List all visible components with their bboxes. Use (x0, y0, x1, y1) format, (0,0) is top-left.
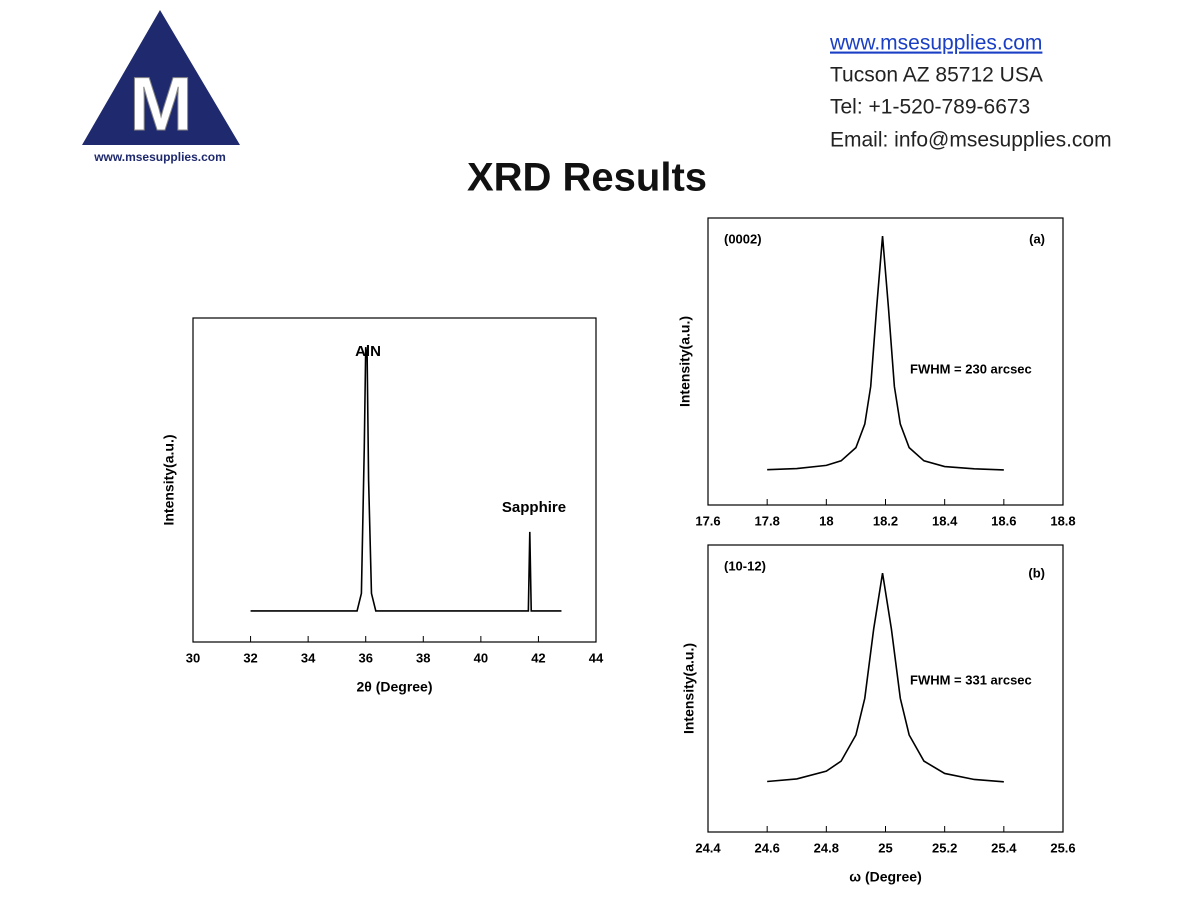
x-tick-label: 17.8 (755, 513, 780, 528)
y-axis-label: Intensity(a.u.) (161, 434, 177, 525)
logo-letter: M (129, 62, 192, 147)
x-tick-label: 25.6 (1050, 840, 1075, 855)
plot-frame (192, 317, 597, 643)
x-tick-label: 38 (416, 650, 430, 665)
x-tick-label: 18.8 (1050, 513, 1075, 528)
annotation: (10-12) (724, 558, 766, 573)
email: Email: info@msesupplies.com (830, 129, 1112, 152)
x-tick-label: 18.4 (932, 513, 958, 528)
x-tick-label: 32 (243, 650, 257, 665)
data-line (767, 573, 1004, 783)
x-tick-label: 40 (474, 650, 488, 665)
y-axis-label: Intensity(a.u.) (681, 643, 697, 734)
annotation: (b) (1028, 565, 1045, 580)
x-tick-label: 18.2 (873, 513, 898, 528)
data-line (767, 236, 1004, 471)
annotation: (a) (1029, 231, 1045, 246)
x-tick-label: 36 (358, 650, 372, 665)
annotation: (0002) (724, 231, 762, 246)
x-tick-label: 24.6 (755, 840, 780, 855)
x-tick-label: 25.4 (991, 840, 1017, 855)
website-link[interactable]: www.msesupplies.com (829, 32, 1042, 55)
annotation: FWHM = 331 arcsec (910, 672, 1032, 687)
phone: Tel: +1-520-789-6673 (830, 96, 1030, 119)
annotation: Sapphire (502, 499, 566, 516)
logo-url: www.msesupplies.com (93, 150, 226, 164)
logo-triangle (82, 10, 240, 145)
x-tick-label: 18.6 (991, 513, 1016, 528)
address: Tucson AZ 85712 USA (830, 64, 1043, 87)
annotation: AlN (355, 343, 381, 360)
x-tick-label: 25.2 (932, 840, 957, 855)
x-tick-label: 44 (589, 650, 604, 665)
x-tick-label: 24.8 (814, 840, 839, 855)
x-tick-label: 18 (819, 513, 833, 528)
x-tick-label: 24.4 (695, 840, 721, 855)
x-tick-label: 34 (301, 650, 316, 665)
x-tick-label: 42 (531, 650, 545, 665)
x-axis-label: 2θ (Degree) (356, 679, 432, 695)
annotation: FWHM = 230 arcsec (910, 361, 1032, 376)
x-axis-label: ω (Degree) (849, 869, 922, 885)
data-line (250, 347, 562, 612)
y-axis-label: Intensity(a.u.) (677, 316, 693, 407)
x-tick-label: 30 (186, 650, 200, 665)
x-tick-label: 25 (878, 840, 892, 855)
x-tick-label: 17.6 (695, 513, 720, 528)
slide-title: XRD Results (467, 156, 707, 200)
